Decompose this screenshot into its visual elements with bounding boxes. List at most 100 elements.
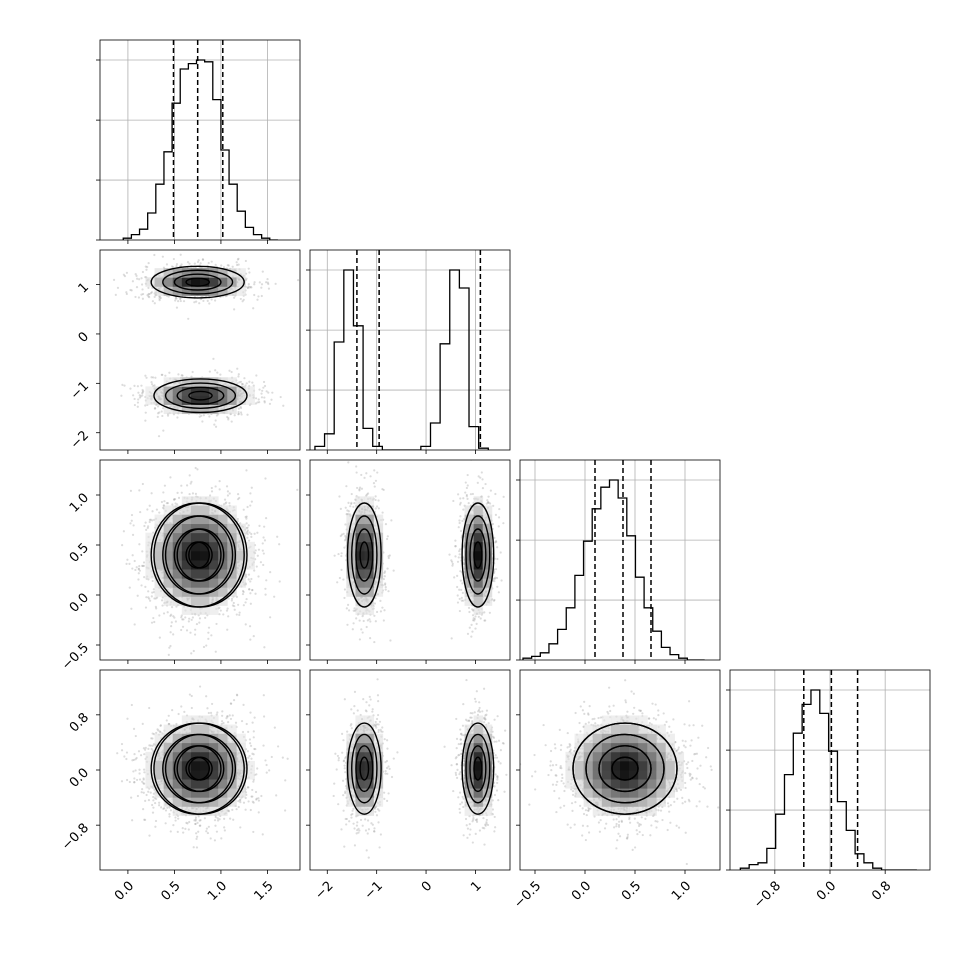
scatter-point (166, 502, 170, 505)
scatter-point (179, 253, 182, 256)
scatter-point (383, 570, 387, 573)
scatter-point (266, 278, 269, 281)
scatter-point (161, 373, 164, 376)
scatter-point (193, 262, 196, 265)
scatter-point (137, 568, 140, 571)
density-cell (181, 596, 192, 606)
scatter-point (138, 564, 141, 568)
scatter-point (237, 407, 241, 410)
scatter-point (237, 413, 240, 416)
scatter-point (158, 295, 162, 298)
density-cell (172, 569, 183, 579)
density-cell (209, 596, 219, 606)
scatter-point (210, 260, 213, 263)
scatter-point (134, 295, 137, 299)
scatter-point (129, 522, 132, 525)
density-cell (227, 377, 237, 387)
scatter-point (227, 615, 230, 618)
scatter-point (232, 601, 235, 605)
scatter-point (245, 532, 248, 535)
scatter-point (258, 401, 261, 404)
contour-line (153, 502, 248, 608)
scatter-point (493, 536, 496, 539)
scatter-point (459, 529, 463, 533)
scatter-point (254, 592, 257, 595)
scatter-point (358, 486, 362, 489)
density-cell (172, 377, 183, 387)
scatter-point (130, 607, 133, 610)
scatter-point (387, 556, 390, 560)
density-cell (218, 505, 228, 515)
scatter-point (220, 264, 223, 267)
scatter-point (174, 502, 177, 505)
scatter-point (129, 387, 132, 390)
scatter-point (248, 588, 251, 591)
scatter-point (250, 500, 253, 503)
density-cell (227, 578, 237, 588)
density-cell (227, 505, 237, 515)
scatter-point (150, 595, 153, 598)
scatter-point (151, 579, 154, 583)
density-cell (218, 404, 228, 415)
scatter-point (123, 275, 127, 278)
scatter-point (454, 545, 457, 548)
scatter-point (158, 457, 160, 459)
density-cell (190, 386, 201, 396)
scatter-point (245, 382, 248, 385)
scatter-point (180, 491, 183, 494)
scatter-point (251, 589, 254, 592)
scatter-point (488, 611, 491, 614)
scatter-point (278, 580, 281, 583)
scatter-point (358, 489, 361, 492)
contour-line (162, 269, 234, 295)
scatter-point (486, 500, 490, 504)
scatter-point (165, 502, 168, 505)
density-cell (172, 560, 183, 570)
density-cell (190, 268, 201, 278)
scatter-point (218, 480, 221, 483)
scatter-point (153, 620, 156, 624)
scatter-point (466, 632, 470, 635)
density-cell (172, 386, 183, 396)
scatter-point (116, 286, 120, 289)
panel-frame (99, 249, 301, 451)
scatter-point (499, 551, 502, 554)
scatter-point (204, 616, 207, 619)
scatter-point (276, 535, 279, 538)
density-cell (181, 569, 192, 579)
scatter-point (258, 524, 261, 527)
scatter-point (176, 491, 179, 494)
scatter-point (187, 620, 190, 623)
scatter-point (125, 271, 129, 274)
density-cell (245, 560, 255, 570)
scatter-point (462, 546, 465, 549)
scatter-point (257, 295, 260, 298)
scatter-point (121, 383, 124, 386)
scatter-point (340, 533, 343, 536)
scatter-point (238, 381, 241, 384)
scatter-point (179, 297, 182, 301)
density-cell (163, 541, 174, 552)
contour-line (173, 273, 222, 291)
panel-p2-p1 (306, 459, 511, 664)
scatter-point (230, 597, 234, 600)
scatter-point (174, 620, 177, 623)
scatter-point (242, 604, 245, 607)
scatter-point (253, 281, 256, 284)
density-cell (200, 550, 210, 561)
contour-line (153, 378, 248, 414)
scatter-point (261, 549, 264, 552)
density-cell (200, 605, 210, 615)
scatter-point (454, 555, 457, 558)
scatter-point (196, 468, 199, 471)
scatter-point (147, 525, 150, 528)
scatter-point (218, 488, 221, 491)
scatter-point (346, 623, 349, 626)
scatter-point (140, 277, 143, 280)
scatter-point (210, 298, 213, 301)
scatter-point (170, 621, 173, 624)
scatter-point (168, 646, 171, 649)
density-cell (218, 268, 228, 278)
scatter-point (163, 484, 167, 487)
scatter-point (256, 531, 259, 534)
